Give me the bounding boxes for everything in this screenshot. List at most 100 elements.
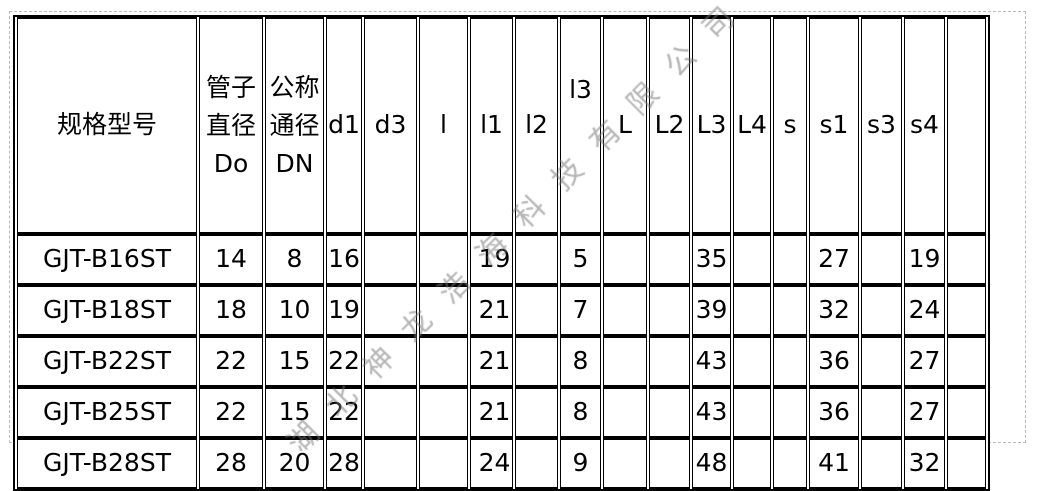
value-cell: 16 xyxy=(326,234,362,285)
column-header: s4 xyxy=(904,17,945,234)
value-cell xyxy=(364,285,417,336)
value-cell: 15 xyxy=(265,387,324,438)
value-cell: 27 xyxy=(809,234,859,285)
value-cell: 35 xyxy=(692,234,731,285)
value-cell xyxy=(947,387,986,438)
value-cell: 39 xyxy=(692,285,731,336)
value-cell xyxy=(419,285,468,336)
column-header: s xyxy=(773,17,807,234)
value-cell xyxy=(515,234,558,285)
value-cell: 21 xyxy=(470,387,513,438)
value-cell xyxy=(364,234,417,285)
value-cell xyxy=(603,438,647,489)
value-cell xyxy=(733,387,771,438)
value-cell xyxy=(773,336,807,387)
column-header: 规格型号 xyxy=(17,17,197,234)
value-cell: 15 xyxy=(265,336,324,387)
value-cell xyxy=(515,285,558,336)
value-cell: 7 xyxy=(560,285,601,336)
value-cell: 8 xyxy=(265,234,324,285)
value-cell xyxy=(603,387,647,438)
value-cell xyxy=(773,234,807,285)
value-cell xyxy=(603,336,647,387)
column-header: l1 xyxy=(470,17,513,234)
value-cell: 8 xyxy=(560,387,601,438)
value-cell: 19 xyxy=(904,234,945,285)
value-cell xyxy=(419,234,468,285)
header-line: 管子 xyxy=(205,72,256,102)
value-cell: 21 xyxy=(470,285,513,336)
value-cell: 43 xyxy=(692,336,731,387)
value-cell xyxy=(364,336,417,387)
value-cell: 41 xyxy=(809,438,859,489)
table-row: GJT-B16ST 14 8 16 19 5 35 27 19 xyxy=(17,234,986,285)
value-cell: 22 xyxy=(199,336,263,387)
value-cell xyxy=(649,336,690,387)
value-cell xyxy=(649,234,690,285)
value-cell xyxy=(773,387,807,438)
column-header: L3 xyxy=(692,17,731,234)
table-row: GJT-B22ST 22 15 22 21 8 43 36 27 xyxy=(17,336,986,387)
table-row: GJT-B28ST 28 20 28 24 9 48 41 32 xyxy=(17,438,986,489)
value-cell: 27 xyxy=(904,336,945,387)
value-cell: 9 xyxy=(560,438,601,489)
model-cell: GJT-B16ST xyxy=(17,234,197,285)
value-cell xyxy=(364,387,417,438)
value-cell: 19 xyxy=(470,234,513,285)
value-cell: 43 xyxy=(692,387,731,438)
header-line: DN xyxy=(275,148,314,178)
value-cell xyxy=(947,285,986,336)
value-cell: 32 xyxy=(904,438,945,489)
column-header: 公称 通径 DN xyxy=(265,17,324,234)
column-header: s3 xyxy=(861,17,902,234)
column-header: d3 xyxy=(364,17,417,234)
value-cell xyxy=(649,285,690,336)
header-line: 直径 xyxy=(205,110,256,140)
table-row: GJT-B25ST 22 15 22 21 8 43 36 27 xyxy=(17,387,986,438)
value-cell: 36 xyxy=(809,336,859,387)
value-cell xyxy=(649,387,690,438)
model-cell: GJT-B28ST xyxy=(17,438,197,489)
header-row: 规格型号 管子 直径 Do 公称 通径 DN d1 d3 l l1 l2 l3 L L2 L3 L4 s s1 s3 s… xyxy=(17,17,986,234)
table-row: GJT-B18ST 18 10 19 21 7 39 32 24 xyxy=(17,285,986,336)
value-cell: 21 xyxy=(470,336,513,387)
model-cell: GJT-B25ST xyxy=(17,387,197,438)
value-cell xyxy=(603,234,647,285)
value-cell: 36 xyxy=(809,387,859,438)
value-cell xyxy=(861,387,902,438)
value-cell: 10 xyxy=(265,285,324,336)
column-header: s1 xyxy=(809,17,859,234)
value-cell: 27 xyxy=(904,387,945,438)
value-cell xyxy=(733,336,771,387)
value-cell xyxy=(515,336,558,387)
value-cell: 14 xyxy=(199,234,263,285)
value-cell xyxy=(649,438,690,489)
value-cell xyxy=(364,438,417,489)
value-cell xyxy=(861,336,902,387)
value-cell: 5 xyxy=(560,234,601,285)
value-cell xyxy=(419,438,468,489)
model-cell: GJT-B18ST xyxy=(17,285,197,336)
value-cell: 18 xyxy=(199,285,263,336)
value-cell: 22 xyxy=(326,387,362,438)
header-line: 公称 xyxy=(269,72,320,102)
column-header: l2 xyxy=(515,17,558,234)
column-header: L4 xyxy=(733,17,771,234)
value-cell xyxy=(773,285,807,336)
value-cell xyxy=(861,438,902,489)
value-cell: 19 xyxy=(326,285,362,336)
value-cell xyxy=(947,438,986,489)
value-cell xyxy=(861,234,902,285)
spec-table: 规格型号 管子 直径 Do 公称 通径 DN d1 d3 l l1 l2 l3 L L2 L3 L4 s s1 s3 s… xyxy=(13,15,990,491)
value-cell xyxy=(733,285,771,336)
value-cell xyxy=(773,438,807,489)
value-cell: 28 xyxy=(199,438,263,489)
value-cell: 24 xyxy=(904,285,945,336)
value-cell: 22 xyxy=(326,336,362,387)
value-cell xyxy=(861,285,902,336)
value-cell: 32 xyxy=(809,285,859,336)
value-cell xyxy=(419,336,468,387)
value-cell xyxy=(733,234,771,285)
value-cell: 24 xyxy=(470,438,513,489)
value-cell xyxy=(603,285,647,336)
